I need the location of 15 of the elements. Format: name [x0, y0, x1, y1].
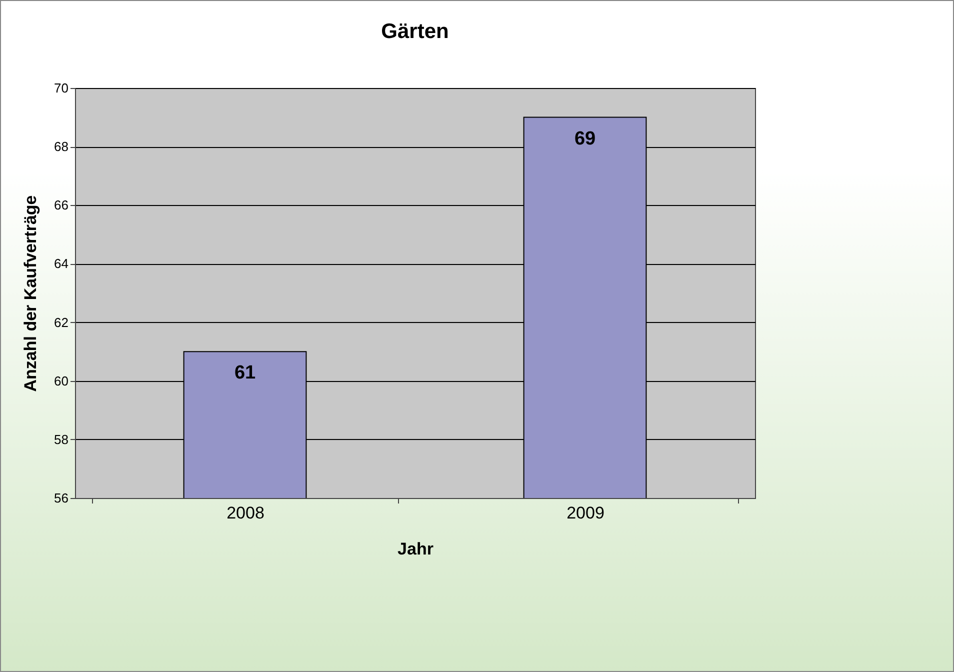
y-tick-label: 58 — [54, 432, 68, 447]
y-tick-label: 68 — [54, 139, 68, 154]
x-axis-title: Jahr — [398, 540, 434, 558]
x-tick-label: 2009 — [566, 504, 604, 522]
data-label: 69 — [574, 128, 596, 150]
y-tick-label: 56 — [54, 490, 68, 506]
y-tick-label: 70 — [54, 80, 68, 96]
y-tick-label: 66 — [54, 198, 68, 213]
y-tick-label: 64 — [54, 256, 68, 272]
y-tick-label: 60 — [54, 373, 68, 388]
chart-title: Gärten — [381, 20, 449, 43]
y-tick-label: 62 — [54, 314, 68, 330]
data-label: 61 — [234, 362, 256, 384]
x-tick-label: 2008 — [226, 504, 264, 522]
y-axis-title: Anzahl der Kaufverträge — [21, 195, 40, 392]
